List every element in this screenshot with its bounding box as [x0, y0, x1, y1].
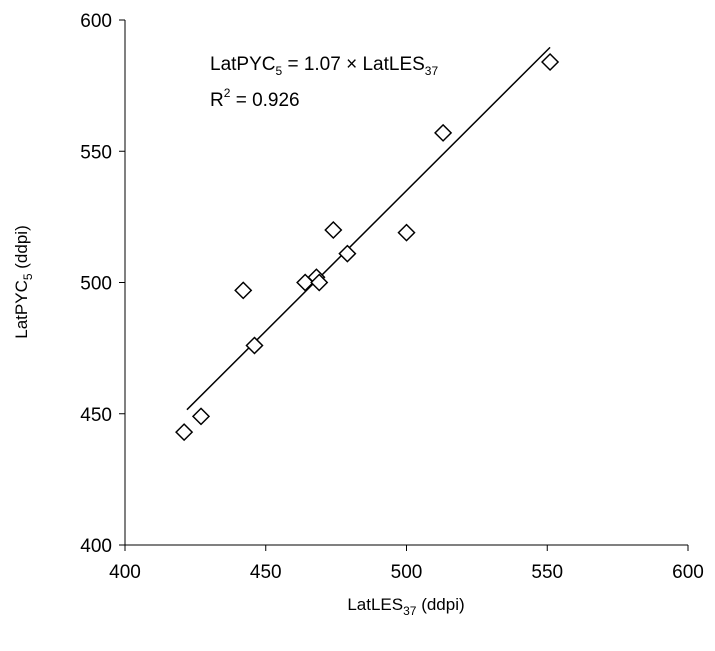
y-tick-label: 550 — [80, 142, 112, 163]
data-point-marker — [324, 220, 343, 240]
equation-annotation: LatPYC5 = 1.07 × LatLES37 — [210, 54, 438, 78]
r-squared-annotation: R2 = 0.926 — [210, 86, 300, 111]
y-axis-ticks: 400 450 500 550 600 — [80, 11, 125, 557]
x-tick-label: 600 — [672, 562, 704, 583]
data-point-marker — [397, 223, 416, 242]
y-tick-label: 600 — [80, 11, 112, 32]
x-tick-label: 500 — [391, 562, 423, 583]
x-axis-ticks: 400 450 500 550 600 — [109, 545, 704, 583]
data-point-marker — [175, 423, 194, 442]
data-point-marker — [541, 52, 560, 72]
y-tick-label: 450 — [80, 405, 112, 426]
x-tick-label: 550 — [531, 562, 563, 583]
data-point-marker — [338, 244, 357, 263]
x-tick-label: 450 — [250, 562, 282, 583]
regression-line — [186, 46, 551, 411]
data-point-marker — [191, 407, 211, 426]
y-tick-label: 400 — [80, 536, 112, 557]
data-points — [175, 52, 560, 442]
data-point-marker — [234, 281, 253, 300]
data-point-marker — [434, 123, 453, 142]
y-tick-label: 500 — [80, 274, 112, 295]
data-point-marker — [310, 273, 329, 292]
plot-area — [125, 20, 688, 545]
x-tick-label: 400 — [109, 562, 141, 583]
data-point-marker — [245, 336, 264, 355]
x-axis-title: LatLES37 (ddpi) — [347, 595, 464, 618]
y-axis-title: LatPYC5 (ddpi) — [12, 225, 35, 338]
